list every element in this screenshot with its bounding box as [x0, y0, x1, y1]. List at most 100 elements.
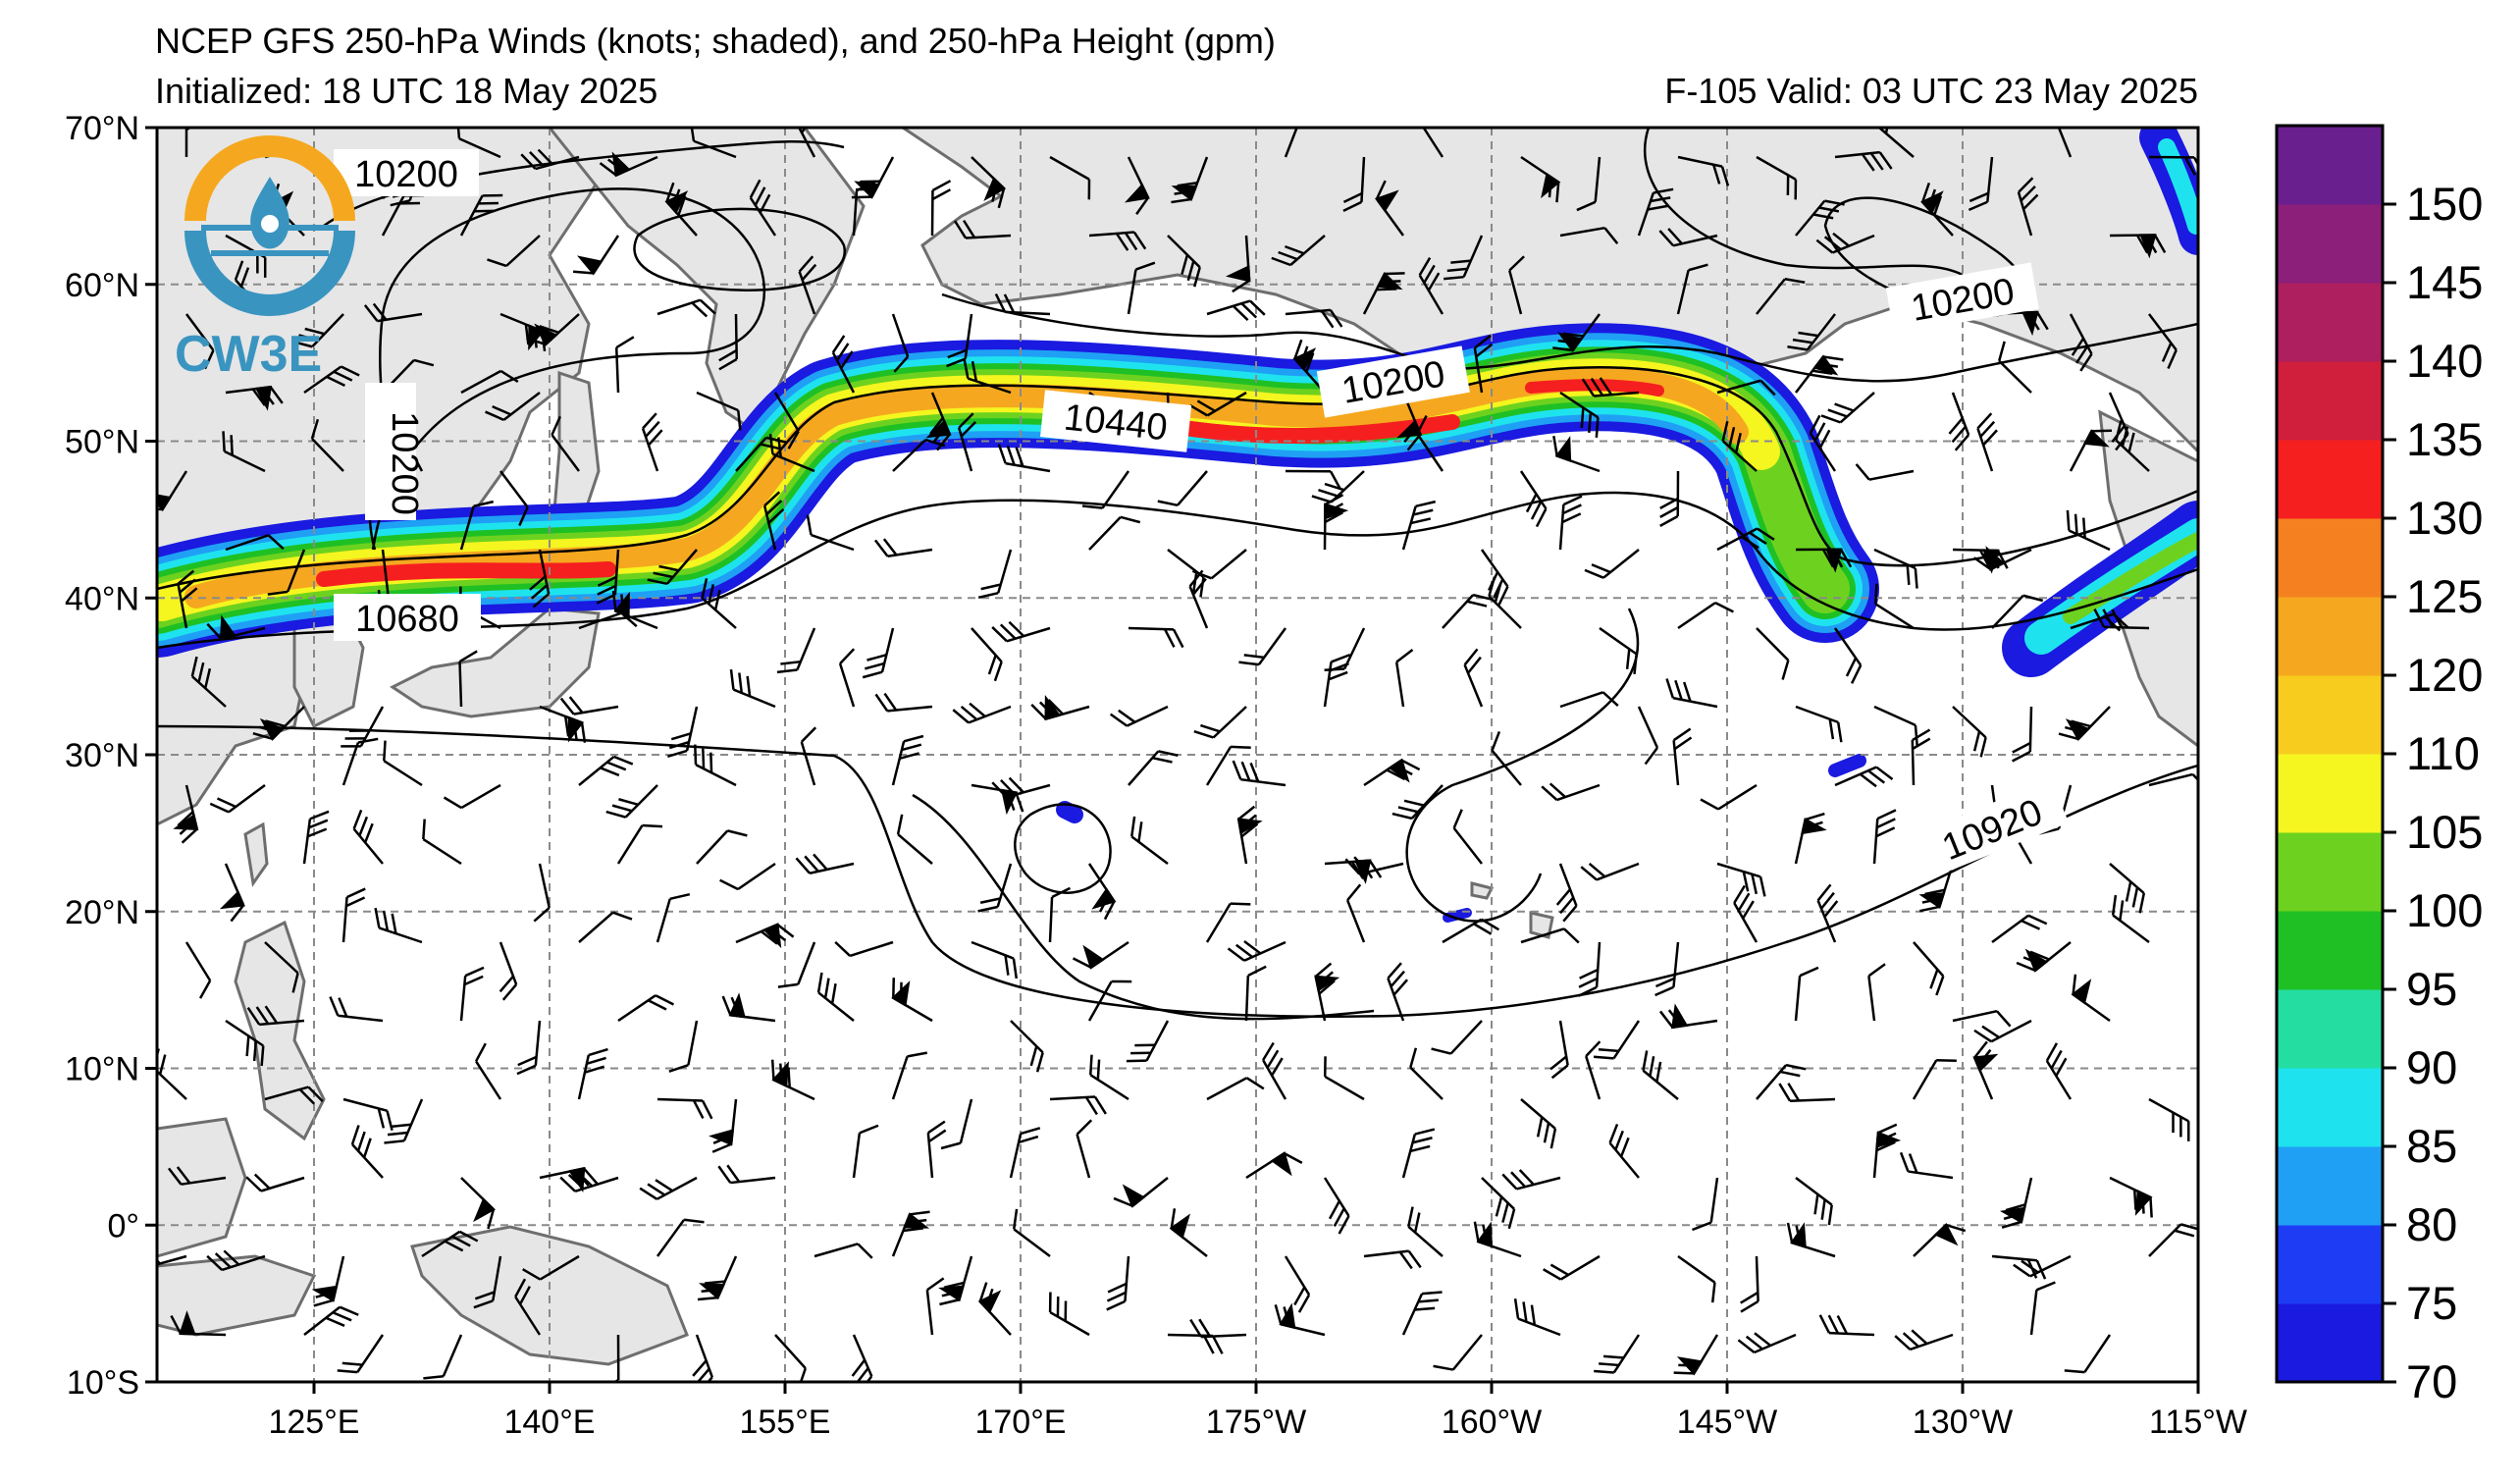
- wind-barb: [422, 819, 462, 866]
- wind-barb: [1520, 1098, 1557, 1149]
- wind-barb: [800, 726, 817, 786]
- wind-barb: [1127, 261, 1156, 315]
- colorbar-label: 80: [2406, 1198, 2457, 1250]
- wind-barb: [749, 179, 777, 237]
- lat-label: 20°N: [65, 894, 139, 931]
- wind-barb: [577, 1047, 608, 1100]
- wind-barb: [1756, 278, 1806, 315]
- colorbar-labels: 70 75 80 85 90 95 100 105 110 120 125 130 135 140 145 1…: [2383, 178, 2483, 1407]
- wind-barb: [1786, 1222, 1836, 1258]
- wind-barb: [1820, 392, 1875, 424]
- wind-barb: [735, 923, 795, 949]
- title-line1: NCEP GFS 250-hPa Winds (knots; shaded), …: [155, 21, 1276, 61]
- wind-barb: [666, 706, 699, 759]
- wind-barb: [701, 578, 737, 629]
- wind-barb: [1756, 155, 1798, 200]
- wind-barb: [1088, 1054, 1129, 1101]
- colorbar-segment: [2277, 1068, 2383, 1147]
- wind-barb: [225, 534, 285, 552]
- wind-barb: [1580, 862, 1640, 881]
- land-taiwan: [243, 821, 269, 887]
- wind-barb: [1872, 1123, 1902, 1179]
- colorbar-segment: [2277, 126, 2383, 205]
- wind-barb: [1855, 463, 1915, 481]
- wind-barb: [656, 892, 691, 943]
- wind-barb: [1559, 691, 1619, 709]
- contour-label-10200-vertical: 10200: [384, 411, 425, 515]
- wind-barb: [460, 369, 519, 395]
- wind-barb: [697, 1255, 738, 1301]
- wind-barb: [2064, 1334, 2112, 1374]
- colorbar-segment: [2277, 989, 2383, 1069]
- wind-barb: [1952, 706, 1987, 758]
- wind-barb: [1555, 863, 1578, 923]
- lon-label: 155°E: [739, 1404, 830, 1441]
- contour-label-10200-nw: 10200: [354, 154, 458, 195]
- wind-barb: [963, 358, 1012, 395]
- wind-barb: [1401, 1291, 1443, 1336]
- wind-barb: [264, 1086, 324, 1105]
- wind-barb: [938, 1255, 973, 1306]
- wind-barb: [1048, 1292, 1090, 1337]
- colorbar-segment: [2277, 361, 2383, 441]
- wind-barb: [696, 391, 742, 431]
- wind-barb: [1991, 914, 2048, 944]
- wind-barb: [1012, 1208, 1051, 1257]
- wind-barb: [2066, 509, 2111, 552]
- lon-label: 170°E: [974, 1404, 1066, 1441]
- wind-barb: [1676, 263, 1708, 315]
- wind-barb: [1433, 1334, 1483, 1371]
- wind-barb: [1740, 1255, 1759, 1313]
- lat-label: 0°: [107, 1207, 139, 1245]
- wind-barb: [1952, 1009, 2012, 1028]
- wind-barb: [1716, 527, 1775, 552]
- wind-barb: [1081, 470, 1130, 509]
- wind-barb: [1374, 180, 1405, 237]
- wind-barb: [1658, 228, 1718, 247]
- wind-barb: [1920, 182, 1954, 237]
- wind-barb: [891, 1210, 930, 1257]
- wind-barb: [994, 292, 1051, 316]
- wind-barb: [1873, 583, 1915, 630]
- wind-barb: [2109, 863, 2146, 914]
- wind-barb: [891, 313, 910, 373]
- wind-barb: [1342, 156, 1366, 213]
- wind-barb: [1048, 886, 1072, 943]
- wind-barb: [529, 549, 551, 609]
- wind-barb: [1558, 495, 1583, 551]
- colorbar-label: 120: [2406, 649, 2483, 701]
- wind-barb: [664, 182, 698, 237]
- wind-barb: [977, 1282, 1012, 1336]
- wind-barb: [551, 415, 581, 472]
- wind-barb: [1756, 627, 1790, 680]
- colorbar-segment: [2277, 283, 2383, 362]
- colorbar-segment: [2277, 204, 2383, 284]
- wind-barb: [1867, 963, 1886, 1022]
- wind-barb: [1271, 235, 1326, 267]
- wind-barb: [190, 656, 227, 708]
- map-area: 10200 10200 10200 10200 10440 10680 1092…: [157, 128, 2198, 1382]
- wind-barb: [1833, 627, 1863, 684]
- wind-barb: [1973, 1019, 2032, 1043]
- wind-barb: [423, 1334, 463, 1380]
- colorbar-label: 70: [2406, 1355, 2457, 1407]
- wind-barb: [219, 863, 245, 923]
- wind-barb: [1227, 940, 1286, 962]
- wind-barb: [1584, 549, 1640, 579]
- wind-barb: [605, 784, 658, 819]
- wind-barb: [1030, 695, 1090, 721]
- wind-barb: [225, 385, 284, 411]
- wind-barb: [173, 784, 199, 844]
- wind-barb: [1225, 235, 1251, 293]
- wind-barb: [1552, 435, 1601, 473]
- wind-barb: [1787, 313, 1836, 351]
- wind-barb: [352, 809, 384, 865]
- wind-barb: [310, 418, 344, 472]
- contour-10200-closed-north: [633, 207, 846, 291]
- wind-barb: [991, 620, 1051, 643]
- wind-barb: [1189, 1318, 1247, 1339]
- land-japan: [390, 607, 601, 718]
- wind-barb: [925, 392, 952, 451]
- wind-barb: [302, 810, 330, 865]
